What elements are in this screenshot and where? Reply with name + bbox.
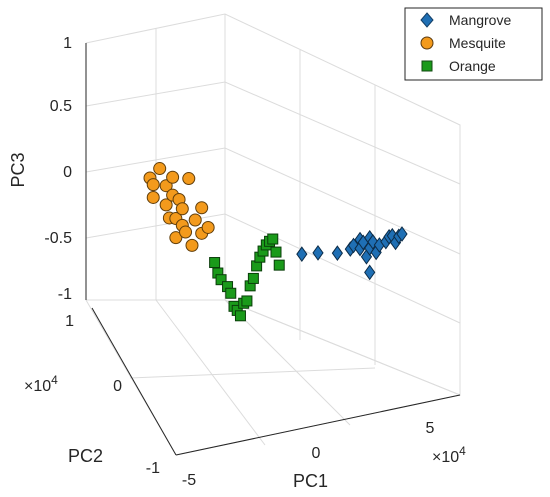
x-ticks: -5 0 5 bbox=[182, 420, 435, 489]
x-axis-label: PC1 bbox=[293, 471, 328, 491]
data-point-mesquite bbox=[179, 225, 193, 239]
z-tick-label: 1 bbox=[63, 35, 72, 52]
data-point-orange bbox=[241, 295, 253, 307]
data-point-mesquite bbox=[185, 238, 199, 252]
legend: Mangrove Mesquite Orange bbox=[404, 7, 543, 81]
legend-marker-mangrove bbox=[420, 12, 434, 28]
data-point-mesquite bbox=[188, 213, 202, 227]
back-wall-outline bbox=[85, 13, 461, 396]
points-layer bbox=[143, 162, 408, 322]
data-point-orange bbox=[273, 259, 285, 271]
x-tick-label: 0 bbox=[312, 445, 321, 462]
x-tick-label: 5 bbox=[426, 420, 435, 437]
legend-marker-orange bbox=[421, 60, 433, 72]
y-axis-line bbox=[91, 307, 177, 456]
x-axis-line bbox=[175, 394, 461, 456]
data-point-mangrove bbox=[296, 246, 308, 263]
legend-label-mesquite: Mesquite bbox=[449, 35, 506, 51]
data-point-orange bbox=[247, 272, 259, 284]
axes bbox=[85, 43, 461, 456]
floor-grid-line bbox=[155, 299, 266, 446]
data-point-orange bbox=[234, 310, 246, 322]
y-exponent-label: ×104 bbox=[24, 373, 58, 395]
z-tick-label: -0.5 bbox=[44, 230, 72, 247]
legend-label-orange: Orange bbox=[449, 58, 496, 74]
y-tick-label: -1 bbox=[146, 460, 160, 477]
z-tick-label: 0 bbox=[63, 164, 72, 181]
z-tick-label: -1 bbox=[58, 286, 72, 303]
data-point-orange bbox=[267, 233, 279, 245]
x-exponent-label: ×104 bbox=[432, 444, 466, 466]
z-tick-label: 0.5 bbox=[50, 98, 72, 115]
data-point-mesquite bbox=[146, 178, 160, 192]
data-point-mangrove bbox=[312, 245, 324, 261]
data-point-mesquite bbox=[201, 220, 215, 234]
data-point-mesquite bbox=[146, 190, 160, 204]
z-grid-line bbox=[85, 147, 461, 255]
floor-edge-back bbox=[224, 299, 461, 396]
data-point-mesquite bbox=[153, 162, 167, 176]
data-point-mangrove bbox=[364, 264, 376, 281]
data-point-orange bbox=[225, 287, 237, 299]
z-grid-line bbox=[85, 213, 461, 324]
data-point-mesquite bbox=[182, 172, 196, 186]
data-point-mangrove bbox=[331, 245, 343, 262]
data-point-mesquite bbox=[169, 231, 183, 245]
y-tick-label: 0 bbox=[113, 378, 122, 395]
z-axis-label: PC3 bbox=[8, 152, 28, 187]
z-ticks: 1 0.5 0 -0.5 -1 bbox=[44, 35, 72, 303]
y-tick-label: 1 bbox=[65, 313, 74, 330]
data-point-mangrove bbox=[396, 226, 408, 242]
y-axis-label: PC2 bbox=[68, 446, 103, 466]
y-ticks: 1 0 -1 bbox=[65, 313, 160, 477]
legend-marker-mesquite bbox=[420, 36, 434, 50]
x-tick-label: -5 bbox=[182, 472, 196, 489]
legend-label-mangrove: Mangrove bbox=[449, 12, 511, 28]
data-point-mesquite bbox=[175, 202, 189, 216]
floor-grid-line bbox=[129, 367, 376, 379]
data-point-orange bbox=[215, 274, 227, 286]
data-point-orange bbox=[270, 246, 282, 258]
data-point-orange bbox=[209, 257, 221, 269]
data-point-mesquite bbox=[159, 198, 173, 212]
data-point-mesquite bbox=[166, 170, 180, 184]
z-grid-line bbox=[85, 81, 461, 185]
data-point-mesquite bbox=[195, 201, 209, 215]
